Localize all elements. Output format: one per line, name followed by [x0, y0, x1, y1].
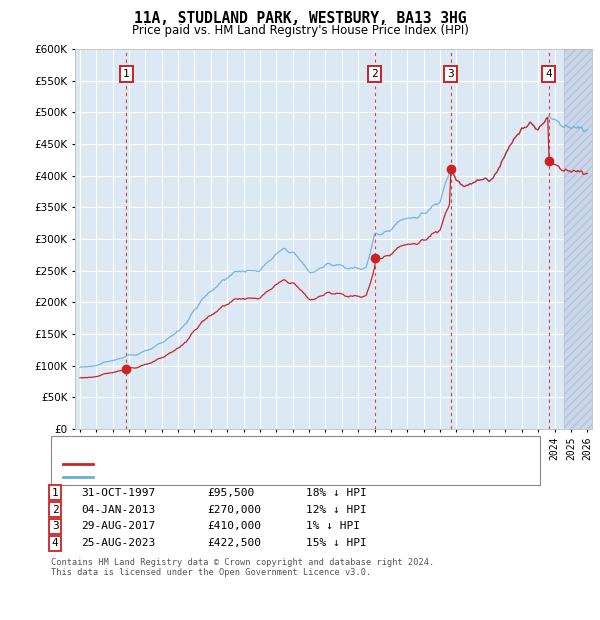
Text: 25-AUG-2023: 25-AUG-2023 [81, 538, 155, 548]
Text: 2: 2 [52, 505, 59, 515]
Text: 3: 3 [52, 521, 59, 531]
Text: 1% ↓ HPI: 1% ↓ HPI [306, 521, 360, 531]
Text: 04-JAN-2013: 04-JAN-2013 [81, 505, 155, 515]
Text: 1: 1 [123, 69, 130, 79]
Text: HPI: Average price, detached house, Wiltshire: HPI: Average price, detached house, Wilt… [97, 472, 336, 482]
Text: £422,500: £422,500 [207, 538, 261, 548]
Text: 4: 4 [545, 69, 552, 79]
Text: 11A, STUDLAND PARK, WESTBURY, BA13 3HG: 11A, STUDLAND PARK, WESTBURY, BA13 3HG [134, 11, 466, 26]
Text: 29-AUG-2017: 29-AUG-2017 [81, 521, 155, 531]
Text: 2: 2 [371, 69, 378, 79]
Bar [565, 49, 600, 429]
Text: Contains HM Land Registry data © Crown copyright and database right 2024.
This d: Contains HM Land Registry data © Crown c… [51, 558, 434, 577]
Text: 31-OCT-1997: 31-OCT-1997 [81, 488, 155, 498]
Text: 4: 4 [52, 538, 59, 548]
Text: 12% ↓ HPI: 12% ↓ HPI [306, 505, 367, 515]
Text: 3: 3 [448, 69, 454, 79]
Text: 15% ↓ HPI: 15% ↓ HPI [306, 538, 367, 548]
Text: £270,000: £270,000 [207, 505, 261, 515]
Text: 18% ↓ HPI: 18% ↓ HPI [306, 488, 367, 498]
Text: £410,000: £410,000 [207, 521, 261, 531]
Text: £95,500: £95,500 [207, 488, 254, 498]
Bar [565, 49, 600, 429]
Text: 1: 1 [52, 488, 59, 498]
Text: Price paid vs. HM Land Registry's House Price Index (HPI): Price paid vs. HM Land Registry's House … [131, 24, 469, 37]
Text: 11A, STUDLAND PARK, WESTBURY, BA13 3HG (detached house): 11A, STUDLAND PARK, WESTBURY, BA13 3HG (… [97, 459, 430, 469]
